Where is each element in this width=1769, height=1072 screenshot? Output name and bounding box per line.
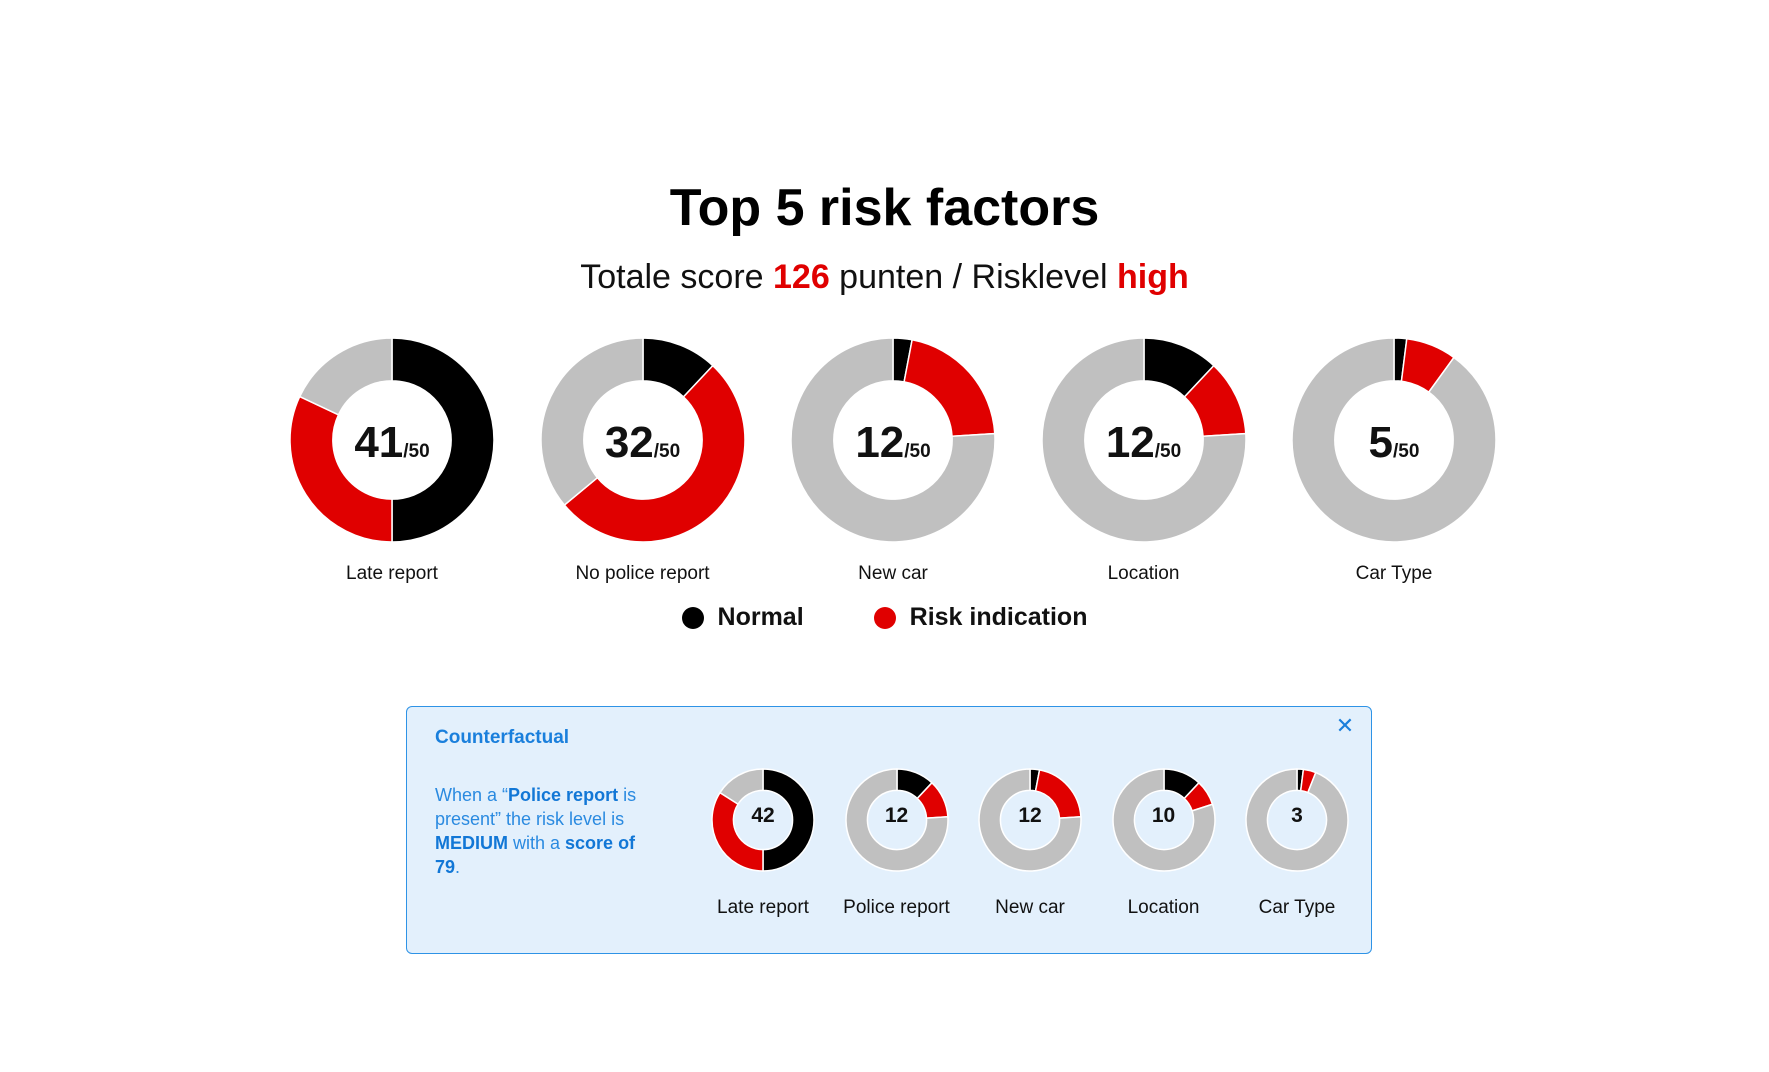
donut-slice-risk (711, 791, 764, 872)
donut-slice-remainder (790, 337, 996, 543)
donut-late-report: 41/50 Late report (289, 337, 495, 584)
donut-score-value: 12 (1105, 418, 1155, 467)
donut-police-report: 12 Police report (843, 768, 950, 918)
donut-label: Late report (717, 897, 809, 918)
donut-score-value: 42 (751, 804, 775, 827)
cf-text-part-1: When a “ (435, 785, 509, 805)
donut-svg (1040, 337, 1247, 543)
donut-score-denominator: /50 (1154, 441, 1182, 462)
donut-score-value: 10 (1151, 804, 1176, 827)
cf-text-part-3: with a (508, 833, 566, 853)
donut-score-value: 5 (1368, 418, 1394, 467)
donut-svg (289, 337, 495, 543)
donut-slice-risk (289, 395, 393, 543)
legend-item-risk: Risk indication (873, 603, 1088, 632)
donut-car-type: 5/50 Car Type (1291, 337, 1497, 584)
donut-score-value: 12 (855, 418, 905, 467)
donut-label: Location (1127, 897, 1200, 918)
donut-score-value: 12 (1018, 804, 1042, 827)
donut-no-police-report: 32/50 No police report (539, 337, 746, 584)
legend: Normal Risk indication (0, 603, 1769, 632)
donut-score: 41/50 (290, 418, 494, 468)
donut-label: No police report (575, 563, 710, 584)
donut-label: Car Type (1355, 563, 1433, 584)
donut-svg (978, 768, 1082, 872)
donut-new-car: 12/50 New car (790, 337, 996, 584)
donut-svg (711, 768, 815, 872)
donut-svg (539, 337, 746, 543)
donut-label: Late report (346, 563, 438, 584)
donut-svg (844, 768, 949, 872)
donut-svg (1111, 768, 1216, 872)
counterfactual-panel: Counterfactual ✕ When a “Police report i… (406, 706, 1372, 954)
legend-item-normal: Normal (681, 603, 804, 632)
chart-title: Top 5 risk factors (669, 179, 1100, 237)
counterfactual-text: When a “Police report is present” the ri… (435, 783, 650, 879)
cf-text-bold-police-report: Police report (508, 785, 619, 805)
cf-text-part-2: is present” the risk level is (435, 785, 637, 829)
donut-score: 32/50 (541, 418, 745, 468)
donut-slice-remainder (539, 337, 644, 507)
total-score-value: 126 (773, 258, 830, 296)
donut-svg (790, 337, 996, 543)
donut-score-value: 41 (354, 418, 404, 467)
donut-score-denominator: /50 (1393, 441, 1420, 462)
legend-swatch-risk (873, 606, 896, 629)
counterfactual-title: Counterfactual (435, 727, 570, 748)
donut-score: 42 (712, 804, 814, 828)
close-icon[interactable]: ✕ (1333, 715, 1357, 739)
donut-score: 3 (1246, 804, 1348, 828)
subtitle-prefix: Totale score (580, 258, 773, 296)
donut-slice-remainder (1291, 337, 1497, 543)
donut-svg (1245, 768, 1349, 872)
donut-svg (1291, 337, 1497, 543)
donut-score-denominator: /50 (403, 441, 430, 462)
donut-label: New car (995, 897, 1065, 918)
donut-score-value: 32 (604, 418, 654, 467)
donut-slice-remainder (298, 337, 393, 416)
donut-score: 10 (1113, 804, 1215, 828)
donut-score: 12/50 (791, 418, 995, 468)
donut-score-denominator: /50 (653, 441, 681, 462)
cf-text-bold-medium: MEDIUM (435, 833, 508, 853)
risk-level-value: high (1117, 258, 1189, 296)
cf-text-bold-score: score of 79 (435, 833, 636, 877)
donut-label: Police report (843, 897, 950, 918)
donut-label: Location (1107, 563, 1180, 584)
donut-score-value: 3 (1291, 804, 1303, 827)
donut-late-report: 42 Late report (711, 768, 815, 918)
donut-score: 5/50 (1292, 418, 1496, 468)
donut-label: New car (858, 563, 928, 584)
donut-score-value: 12 (884, 804, 909, 827)
donut-car-type: 3 Car Type (1245, 768, 1349, 918)
total-score-line: Totale score 126 punten / Risklevel high (0, 258, 1769, 297)
donut-slice-remainder (1245, 768, 1349, 872)
donut-score: 12 (979, 804, 1081, 828)
legend-label-risk: Risk indication (909, 603, 1088, 631)
subtitle-middle: punten / Risklevel (829, 258, 1117, 296)
donut-slice-normal (391, 337, 495, 543)
donut-slice-remainder (1040, 337, 1247, 543)
donut-slice-remainder (1111, 768, 1216, 872)
donut-score: 12 (846, 804, 948, 828)
donut-score: 12/50 (1042, 418, 1246, 468)
donut-slice-remainder (718, 768, 764, 806)
donut-location: 10 Location (1111, 768, 1216, 918)
donut-score-denominator: /50 (904, 441, 931, 462)
donut-location: 12/50 Location (1040, 337, 1247, 584)
cf-text-part-4: . (455, 857, 461, 877)
legend-label-normal: Normal (717, 603, 804, 631)
donut-label: Car Type (1258, 897, 1336, 918)
legend-swatch-normal (681, 606, 704, 629)
donut-slice-risk (562, 364, 746, 543)
donut-new-car: 12 New car (978, 768, 1082, 918)
donut-slice-remainder (978, 768, 1082, 872)
donut-slice-normal (762, 768, 815, 872)
donut-slice-remainder (844, 768, 949, 872)
